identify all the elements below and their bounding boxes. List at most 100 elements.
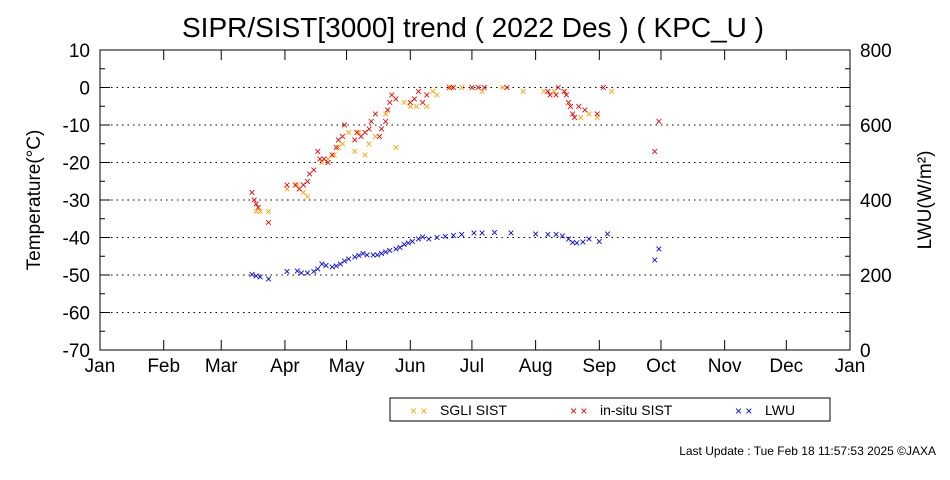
y-tick-label: -10 [63,116,90,137]
data-point: × [364,248,371,262]
data-point: × [555,81,562,95]
data-point: × [503,81,510,95]
x-tick-label: Mar [205,356,238,377]
data-point: × [366,137,373,151]
y2-tick-label: 200 [860,266,892,287]
data-point: × [415,232,422,246]
x-tick-label: Jun [395,356,426,377]
chart-title: SIPR/SIST[3000] trend ( 2022 Des ) ( KPC… [182,12,764,43]
data-point: × [339,137,346,151]
legend-label: LWU [765,402,795,418]
y2-tick-label: 800 [860,41,892,62]
data-point: × [553,228,560,242]
data-point: × [479,84,486,98]
data-point: × [655,114,662,128]
grid-lines [100,87,850,313]
data-point: × [565,96,572,110]
y-tick-label: -50 [63,266,90,287]
data-point: × [300,186,307,200]
data-point: × [442,229,449,243]
series-sgli-sist: ×× ×× ×××× × ×××××××××××× × × ×××× × × × × × × × ×× × ×× [253,81,615,219]
legend-label: SGLI SIST [440,402,507,418]
data-point: × [561,84,568,98]
data-point: × [415,84,422,98]
x-tick-label: Apr [270,356,300,377]
data-point: × [594,111,601,125]
data-point: × [362,148,369,162]
data-point: × [425,232,432,246]
data-point: × [450,81,457,95]
data-point: × [540,84,547,98]
data-point: × [283,178,290,192]
y-tick-label: 10 [69,41,90,62]
data-point: × [481,81,488,95]
data-point: × [366,122,373,136]
x-axis: Jan Feb Mar Apr May Jun Jul Aug Sep Oct Nov Dec Jan [85,50,865,377]
data-point: × [411,92,418,106]
data-point: × [304,189,311,203]
data-point: × [376,129,383,143]
data-point: × [409,234,416,248]
data-point: × [546,88,553,102]
data-point: × [253,204,260,218]
data-point: × [316,152,323,166]
data-point: × [571,111,578,125]
data-point: × [655,242,662,256]
data-point: × [314,262,321,276]
data-point: × [575,99,582,113]
data-point: × [265,272,272,286]
data-point: × [563,88,570,102]
data-point: × [253,197,260,211]
data-point: × [544,228,551,242]
data-point: × [314,144,321,158]
legend-marker: × × [570,404,587,418]
data-point: × [310,163,317,177]
data-point: × [249,186,256,200]
data-point: × [392,141,399,155]
data-point: × [337,257,344,271]
data-point: × [325,156,332,170]
y-tick-label: 0 [79,79,90,100]
data-point: × [458,81,465,95]
data-point: × [470,226,477,240]
data-point: × [294,264,301,278]
data-point: × [304,174,311,188]
data-point: × [360,246,367,260]
data-point: × [569,107,576,121]
data-point: × [351,133,358,147]
data-point: × [294,178,301,192]
data-point: × [433,231,440,245]
data-point: × [306,167,313,181]
data-point: × [341,118,348,132]
data-point: × [292,178,299,192]
data-point: × [335,141,342,155]
data-point: × [423,99,430,113]
data-point: × [304,266,311,280]
data-point: × [320,152,327,166]
y-axis-right: 800 600 400 200 0 [860,41,892,362]
data-points: ×× ×× ×××× × ×××××××××××× × × ×××× × × × × × × × ×× × ×××… [249,81,663,286]
data-point: × [300,178,307,192]
data-point: × [396,240,403,254]
data-point: × [651,253,658,267]
series-lwu: ××× ×× ×× × ×××× ××××× ×××× ××××× ××××× ×× × × × × × × ×… [249,225,663,286]
data-point: × [429,84,436,98]
data-point: × [401,96,408,110]
x-tick-label: May [329,356,365,377]
legend: × × SGLI SIST × × in-situ SIST × × LWU [389,397,831,422]
data-point: × [569,235,576,249]
data-point: × [329,148,336,162]
data-point: × [567,99,574,113]
data-point: × [386,243,393,257]
data-point: × [413,99,420,113]
data-point: × [325,152,332,166]
series-in-situ-sist: ×××××× ××××××××××××××××××××××××××××× ×××××… [249,81,663,230]
data-point: × [600,81,607,95]
data-point: × [335,133,342,147]
data-point: × [298,266,305,280]
data-point: × [475,81,482,95]
y-tick-label: -60 [63,304,90,325]
data-point: × [596,234,603,248]
data-point: × [419,96,426,110]
data-point: × [594,107,601,121]
